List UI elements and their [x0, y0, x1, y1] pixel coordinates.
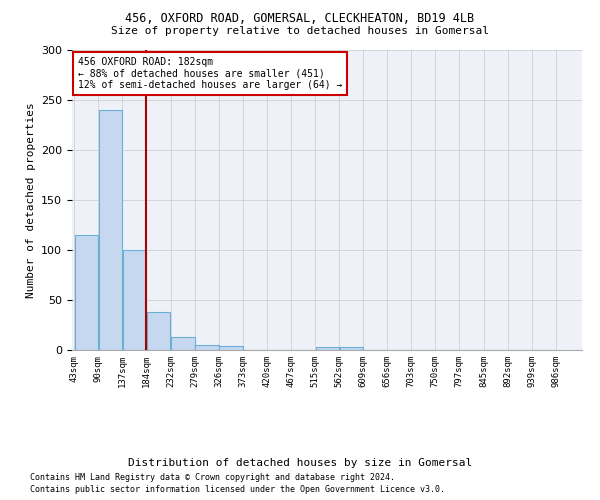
Bar — [74, 235, 98, 350]
Bar — [98, 110, 122, 350]
Bar — [219, 346, 242, 350]
Text: Distribution of detached houses by size in Gomersal: Distribution of detached houses by size … — [128, 458, 472, 468]
Text: Size of property relative to detached houses in Gomersal: Size of property relative to detached ho… — [111, 26, 489, 36]
Text: Contains public sector information licensed under the Open Government Licence v3: Contains public sector information licen… — [30, 485, 445, 494]
Bar — [316, 347, 339, 350]
Text: Contains HM Land Registry data © Crown copyright and database right 2024.: Contains HM Land Registry data © Crown c… — [30, 474, 395, 482]
Text: 456, OXFORD ROAD, GOMERSAL, CLECKHEATON, BD19 4LB: 456, OXFORD ROAD, GOMERSAL, CLECKHEATON,… — [125, 12, 475, 26]
Bar — [146, 312, 170, 350]
Y-axis label: Number of detached properties: Number of detached properties — [26, 102, 35, 298]
Text: 456 OXFORD ROAD: 182sqm
← 88% of detached houses are smaller (451)
12% of semi-d: 456 OXFORD ROAD: 182sqm ← 88% of detache… — [78, 57, 343, 90]
Bar — [171, 337, 194, 350]
Bar — [340, 347, 363, 350]
Bar — [122, 250, 146, 350]
Bar — [195, 345, 218, 350]
